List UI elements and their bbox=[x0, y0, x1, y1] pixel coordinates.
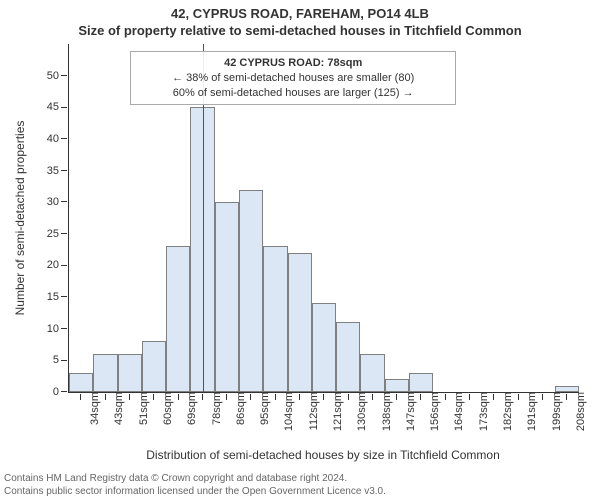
x-tick-label: 43sqm bbox=[103, 392, 125, 425]
x-tick-label: 95sqm bbox=[249, 392, 271, 425]
y-axis-label: Number of semi-detached properties bbox=[13, 121, 27, 316]
x-tick-label: 147sqm bbox=[395, 392, 417, 431]
footer-line-2: Contains public sector information licen… bbox=[4, 486, 386, 499]
x-tick-label: 104sqm bbox=[273, 392, 295, 431]
title-line-1: 42, CYPRUS ROAD, FAREHAM, PO14 4LB bbox=[0, 0, 600, 21]
y-tick-label: 25 bbox=[47, 228, 69, 240]
x-tick-label: 34sqm bbox=[79, 392, 101, 425]
x-tick-label: 60sqm bbox=[152, 392, 174, 425]
x-axis-label: Distribution of semi-detached houses by … bbox=[146, 448, 500, 462]
y-tick-label: 20 bbox=[47, 259, 69, 271]
histogram-bar bbox=[142, 341, 166, 392]
x-tick-label: 121sqm bbox=[322, 392, 344, 431]
footer-line-1: Contains HM Land Registry data © Crown c… bbox=[4, 473, 386, 486]
y-tick-label: 40 bbox=[47, 133, 69, 145]
histogram-bar bbox=[166, 246, 190, 392]
y-tick-label: 50 bbox=[47, 70, 69, 82]
x-tick-label: 182sqm bbox=[492, 392, 514, 431]
histogram-bar bbox=[69, 373, 93, 392]
histogram-bar bbox=[215, 202, 239, 392]
histogram-bar bbox=[555, 386, 579, 392]
histogram-bar bbox=[360, 354, 384, 392]
annotation-title: 42 CYPRUS ROAD: 78sqm bbox=[139, 56, 447, 71]
plot-area: 0510152025303540455034sqm43sqm51sqm60sqm… bbox=[68, 44, 579, 393]
annotation-box: 42 CYPRUS ROAD: 78sqm← 38% of semi-detac… bbox=[130, 51, 456, 106]
x-tick-label: 191sqm bbox=[516, 392, 538, 431]
histogram-bar bbox=[288, 253, 312, 392]
x-tick-label: 130sqm bbox=[346, 392, 368, 431]
x-tick-label: 208sqm bbox=[565, 392, 587, 431]
histogram-bar bbox=[118, 354, 142, 392]
x-tick-label: 69sqm bbox=[176, 392, 198, 425]
y-tick-label: 35 bbox=[47, 165, 69, 177]
footer-attribution: Contains HM Land Registry data © Crown c… bbox=[4, 473, 386, 498]
y-tick-label: 10 bbox=[47, 323, 69, 335]
x-tick-label: 86sqm bbox=[225, 392, 247, 425]
histogram-bar bbox=[239, 190, 263, 392]
annotation-line-smaller: ← 38% of semi-detached houses are smalle… bbox=[139, 71, 447, 86]
histogram-bar bbox=[409, 373, 433, 392]
chart-container: 42, CYPRUS ROAD, FAREHAM, PO14 4LB Size … bbox=[0, 0, 600, 500]
y-tick-label: 5 bbox=[53, 354, 69, 366]
x-tick-label: 173sqm bbox=[468, 392, 490, 431]
x-tick-label: 199sqm bbox=[541, 392, 563, 431]
histogram-bar bbox=[263, 246, 287, 392]
x-tick-label: 112sqm bbox=[298, 392, 320, 430]
x-tick-label: 138sqm bbox=[371, 392, 393, 431]
histogram-bar bbox=[93, 354, 117, 392]
y-tick-label: 0 bbox=[53, 386, 69, 398]
x-tick-label: 156sqm bbox=[419, 392, 441, 431]
x-tick-label: 164sqm bbox=[443, 392, 465, 431]
y-tick-label: 30 bbox=[47, 196, 69, 208]
histogram-bar bbox=[312, 303, 336, 392]
y-tick-label: 45 bbox=[47, 101, 69, 113]
histogram-bar bbox=[336, 322, 360, 392]
y-tick-label: 15 bbox=[47, 291, 69, 303]
annotation-line-larger: 60% of semi-detached houses are larger (… bbox=[139, 86, 447, 101]
x-tick-label: 78sqm bbox=[201, 392, 223, 425]
histogram-bar bbox=[385, 379, 409, 392]
title-line-2: Size of property relative to semi-detach… bbox=[0, 21, 600, 38]
x-tick-label: 51sqm bbox=[128, 392, 150, 425]
